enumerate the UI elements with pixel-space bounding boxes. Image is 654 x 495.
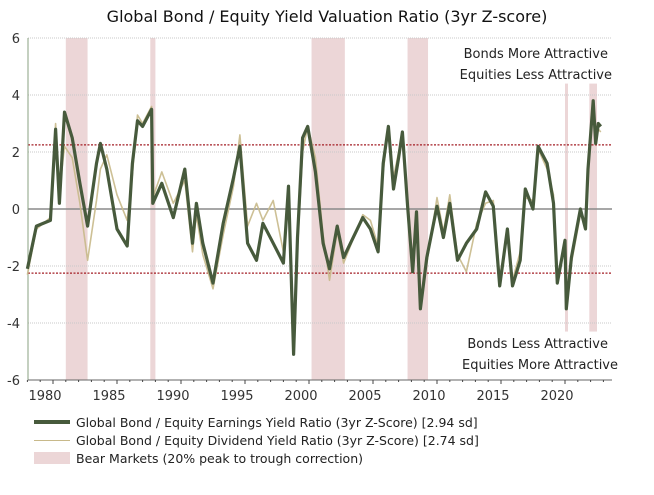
y-tick-label: -4 — [7, 317, 20, 332]
bear-market-band-5 — [589, 83, 597, 332]
legend-label-earnings: Global Bond / Equity Earnings Yield Rati… — [76, 415, 478, 430]
x-axis: 1980 1985 1990 1995 2000 2005 2010 2015 2020 — [26, 379, 612, 404]
x-tick-label: 1990 — [156, 389, 189, 404]
x-tick-label: 2010 — [412, 389, 445, 404]
x-tick-label: 1995 — [220, 389, 253, 404]
legend-label-dividend: Global Bond / Equity Dividend Yield Rati… — [76, 433, 479, 448]
annotation-top-1: Bonds More Attractive — [464, 47, 608, 62]
legend-swatch-bear — [34, 452, 70, 464]
x-tick-label: 2000 — [284, 389, 317, 404]
bear-market-band-4 — [565, 83, 568, 332]
series-line-earnings — [25, 99, 603, 356]
legend-label-bear: Bear Markets (20% peak to trough correct… — [76, 451, 363, 466]
legend-swatch-dividend — [34, 440, 70, 441]
annotation-top-2: Equities Less Attractive — [460, 68, 612, 83]
y-tick-label: 4 — [12, 89, 20, 104]
y-axis: 6 4 2 0 -2 -4 -6 — [7, 32, 29, 389]
series-lines — [25, 99, 603, 356]
x-tick-label: 2015 — [476, 389, 509, 404]
x-tick-label: 2005 — [348, 389, 381, 404]
y-tick-label: 6 — [12, 32, 20, 47]
x-tick-label: 1985 — [92, 389, 125, 404]
y-tick-label: 2 — [12, 146, 20, 161]
legend-swatch-earnings — [34, 420, 70, 424]
annotation-bottom-1: Bonds Less Attractive — [467, 337, 608, 352]
y-tick-label: -2 — [7, 260, 20, 275]
legend: Global Bond / Equity Earnings Yield Rati… — [34, 415, 479, 466]
chart-title: Global Bond / Equity Yield Valuation Rat… — [107, 7, 548, 26]
y-tick-label: 0 — [12, 203, 20, 218]
x-tick-label: 2020 — [540, 389, 573, 404]
x-tick-label: 1980 — [28, 389, 61, 404]
annotation-bottom-2: Equities More Attractive — [462, 358, 618, 373]
y-tick-label: -6 — [7, 374, 20, 389]
